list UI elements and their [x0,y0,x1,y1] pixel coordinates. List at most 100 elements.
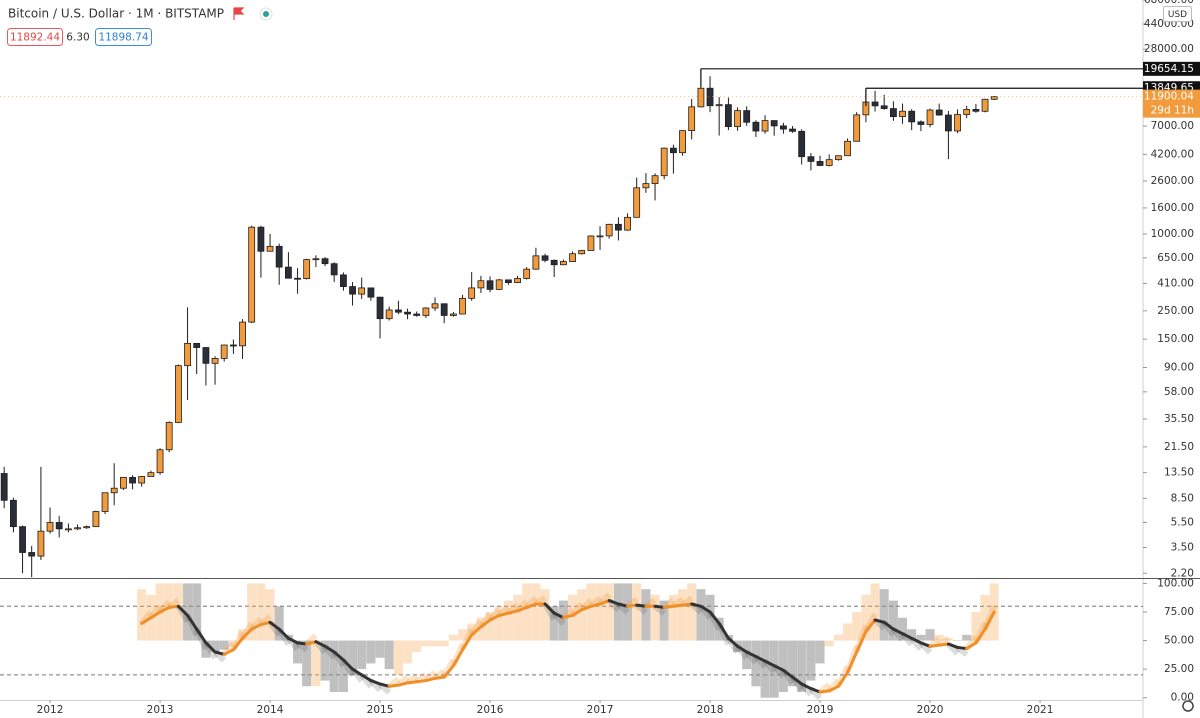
candle-body [211,358,219,364]
candle-body [312,258,320,261]
indicator-line [974,627,987,645]
y-tick-label: 21.50 [1164,441,1194,453]
countdown-label: 29d 11h [1151,105,1194,117]
candle-body [642,183,650,189]
histogram-bar [760,640,770,698]
flag-icon[interactable] [233,7,245,20]
indicator-pane [0,583,1143,700]
indicator-line [488,613,501,622]
candle-body [175,365,182,423]
indicator-line [965,641,978,651]
candle-body [890,108,897,118]
currency-label: USD [1168,10,1187,20]
indicator-line [360,673,373,683]
candle-body [37,530,45,557]
y-tick-label: 3.50 [1171,542,1194,554]
candle-body [55,522,63,530]
indicator-line [314,640,327,648]
histogram-bar [879,589,889,641]
candle-body [587,235,595,251]
histogram-bar [476,617,486,641]
candle-body [0,473,8,501]
candle-body [725,104,732,128]
indicator-line [222,648,235,656]
candle-body [679,130,686,154]
indicator-line [836,671,850,688]
histogram-bar [494,606,504,641]
candle-body [257,226,265,252]
y-tick-label: 68000.00 [1144,0,1194,6]
histogram-bar [742,640,752,670]
candle-body [761,120,769,132]
indicator-line [708,610,721,625]
candle-body [853,114,861,142]
indicator-line [332,650,345,662]
histogram-bar [293,640,303,664]
indicator-line [323,644,336,654]
indicator-line [470,625,483,637]
candle-body [871,101,879,107]
histogram-bar [751,640,761,687]
histogram-bar [311,640,321,687]
candle-body [230,344,237,347]
histogram-bar [348,640,358,675]
histogram-bar [934,634,944,641]
histogram-bar [843,623,853,641]
indicator-y-tick-label: 100.00 [1157,577,1194,589]
histogram-bar [366,640,376,664]
candle-body [605,223,613,237]
indicator-line [681,602,694,607]
indicator-line [479,618,492,629]
candle-body [541,255,549,261]
y-tick-label: 250.00 [1157,305,1194,317]
candle-body [615,223,622,231]
histogram-bar [815,640,825,664]
indicator-line [891,627,905,636]
indicator-line [589,602,602,608]
candle-body [560,261,567,266]
histogram-bar [852,612,862,641]
candle-body [743,110,751,123]
x-tick-label: 2012 [37,704,64,716]
x-tick-label: 2018 [697,704,724,716]
candle-body [917,121,925,125]
indicator-line [561,613,575,620]
candle-body [550,259,558,266]
ask-box[interactable] [95,28,152,46]
indicator-line [928,643,941,648]
bid-box[interactable] [7,28,63,46]
indicator-line [378,682,391,688]
histogram-bar [788,640,798,687]
histogram-bar [164,583,174,641]
candle-body [422,307,430,316]
histogram-bar [219,640,229,650]
y-tick-label: 410.00 [1157,277,1194,289]
indicator-line [781,668,795,679]
indicator-line [497,611,510,617]
candle-body [523,268,531,279]
candle-body [129,476,136,484]
histogram-bar [256,583,266,641]
candle-body [935,109,943,116]
indicator-y-tick-label: 75.00 [1164,606,1194,618]
x-tick-label: 2016 [477,704,504,716]
indicator-line [204,641,217,654]
y-tick-label: 28000.00 [1144,43,1194,55]
settings-icon[interactable] [1182,700,1194,712]
histogram-bar [302,640,312,687]
indicator-line [461,633,474,652]
y-tick-label: 7000.00 [1151,120,1194,132]
histogram-bar [228,640,238,647]
x-tick-label: 2021 [1027,704,1054,716]
candle-body [395,309,402,313]
histogram-bar [696,589,706,641]
histogram-bar [797,640,807,692]
indicator-line [140,616,153,625]
indicator-y-tick-label: 25.00 [1164,663,1194,675]
histogram-bar [586,583,596,641]
histogram-bar [595,583,605,641]
histogram-bar [183,583,193,641]
histogram-bar [668,594,678,641]
indicator-line [516,605,529,613]
